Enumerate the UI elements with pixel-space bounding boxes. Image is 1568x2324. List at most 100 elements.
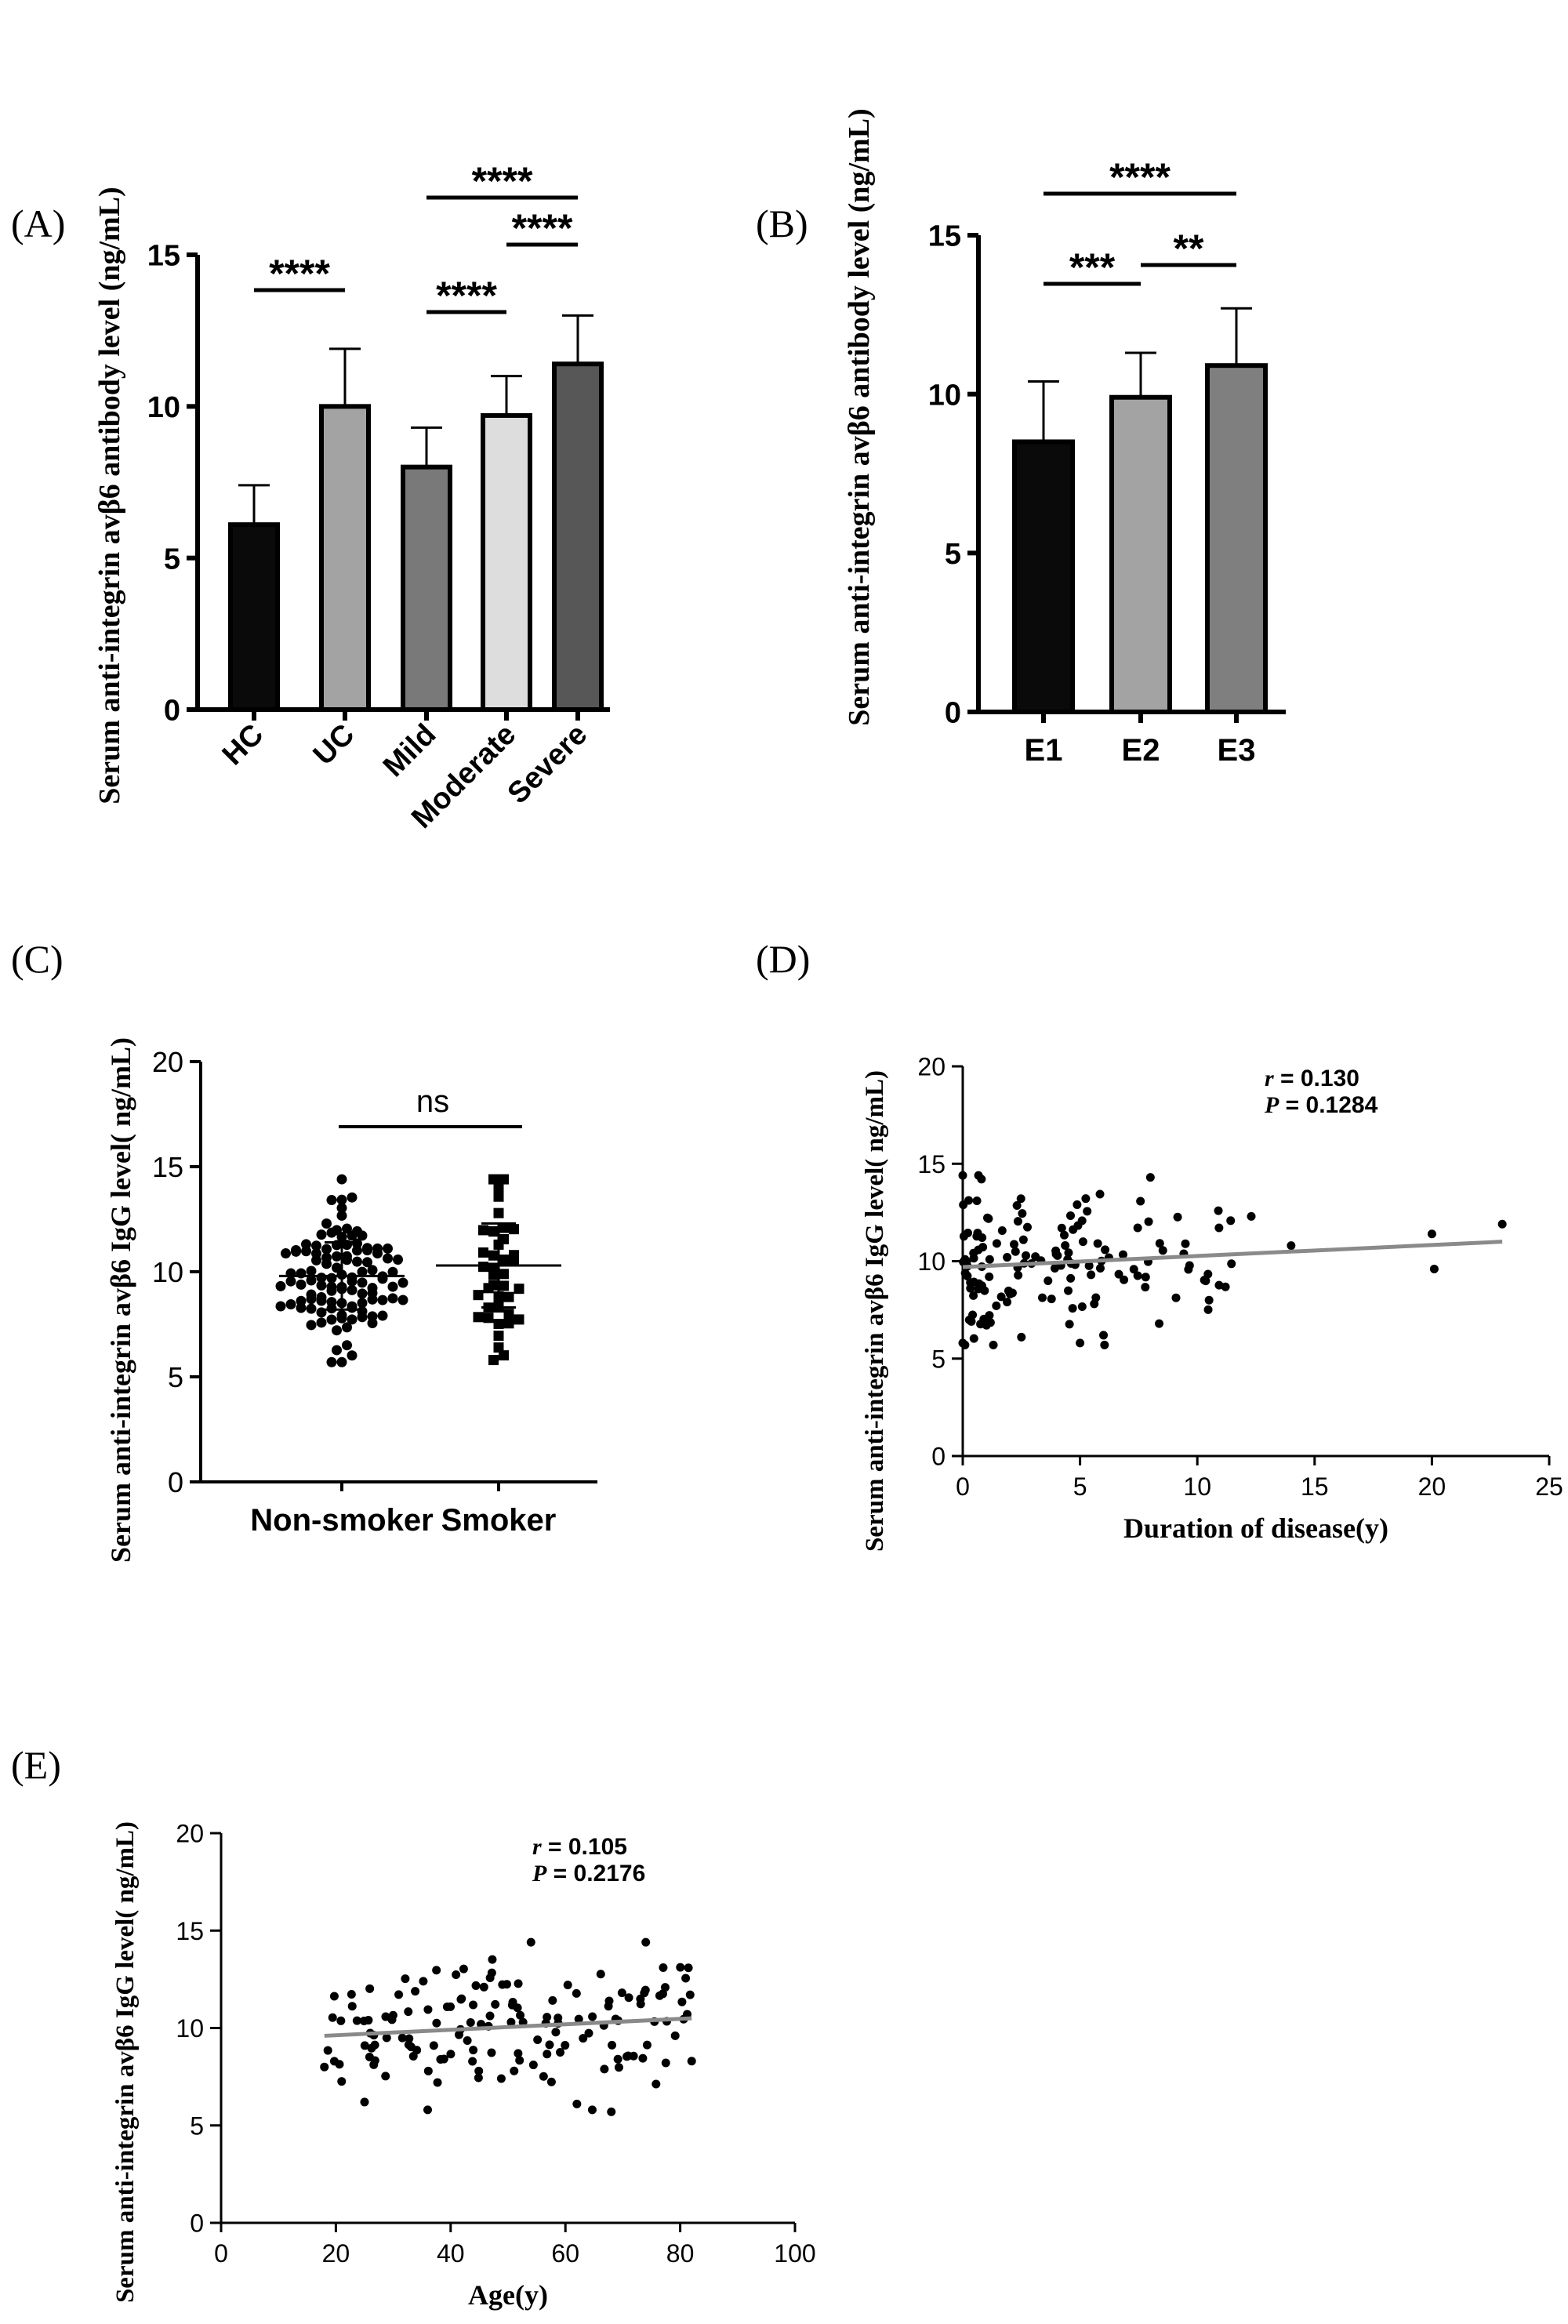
data-point [1064,1286,1073,1295]
data-point [326,1297,337,1308]
data-point [1076,1338,1085,1348]
data-point [514,2049,523,2058]
data-point [978,1319,987,1328]
data-point [357,1305,368,1316]
data-point [1155,1239,1164,1248]
data-point [1120,1275,1129,1284]
data-point [488,1226,499,1236]
data-point [423,2005,433,2014]
data-point [488,1355,499,1366]
data-point [608,2040,617,2050]
bar [1109,394,1172,714]
data-point [509,1250,519,1261]
data-point [1247,1211,1256,1221]
data-point [1077,1216,1087,1226]
data-point [1064,1248,1073,1258]
data-point [357,1277,368,1288]
data-point [1003,1298,1012,1307]
panel-label: (D) [756,937,810,981]
data-point [1226,1216,1236,1226]
y-tick-label: 5 [168,1361,183,1393]
y-tick-label: 0 [168,1466,183,1498]
y-tick-label: 20 [176,1820,204,1848]
data-point [332,1262,342,1273]
data-point [429,2041,438,2050]
data-point [997,1226,1007,1235]
y-axis-title: Serum anti-integrin avβ6 antibody level … [93,187,126,804]
data-point [533,2035,543,2045]
data-point [342,1340,352,1351]
x-tick-label: 100 [774,2239,815,2268]
data-point [411,1987,420,1996]
data-point [357,1288,368,1299]
data-point [469,2046,478,2055]
data-point [1497,1219,1507,1229]
data-point [1005,1289,1014,1298]
data-point [401,1974,410,1984]
data-point [347,1284,358,1295]
x-tick-label: E3 [1218,733,1256,768]
x-tick-label: 5 [1073,1472,1087,1501]
significance-label: **** [472,159,533,203]
data-point [561,2041,570,2050]
data-point [508,1998,517,2007]
data-point [306,1289,317,1300]
y-tick-label: 15 [917,1150,946,1178]
data-point [1078,1237,1087,1247]
x-tick-label: Mild [377,718,442,783]
data-point [499,1174,509,1185]
y-tick-label: 15 [147,240,180,273]
data-point [406,2043,416,2052]
y-tick-label: 0 [945,697,961,730]
data-point [436,2054,445,2064]
data-point [1084,1261,1094,1270]
data-point [347,1314,358,1325]
y-tick-label: 0 [164,695,180,728]
data-point [996,1292,1006,1302]
data-point [1087,1270,1096,1280]
data-point [1227,1259,1236,1269]
bar [481,412,532,713]
x-tick-label: 80 [666,2239,695,2268]
data-point [1044,1276,1053,1286]
data-point [964,1228,973,1237]
y-tick-label: 10 [917,1247,946,1276]
data-point [296,1295,307,1306]
data-point [377,1310,388,1321]
data-point [515,2056,524,2065]
data-point [336,1356,347,1367]
data-point [496,2074,506,2083]
data-point [362,1243,372,1254]
data-point [509,1224,519,1235]
data-point [966,1278,975,1287]
data-point [963,1271,972,1280]
data-point [546,2077,556,2086]
data-point [419,1977,428,1986]
data-point [360,2097,369,2107]
data-point [493,1319,504,1330]
x-tick-label: 0 [214,2239,228,2268]
data-point [514,1284,524,1295]
data-point [491,1999,500,2009]
data-point [604,1996,614,2006]
data-point [336,1194,347,1205]
data-point [638,2053,648,2063]
data-point [1095,1189,1105,1199]
data-point [321,1218,332,1229]
data-point [474,2066,484,2075]
data-point [488,1280,499,1291]
data-point [326,1356,337,1367]
data-point [446,2002,456,2011]
data-point [369,2060,379,2069]
data-point [1047,1295,1056,1304]
data-point [607,2107,616,2116]
data-point [423,2105,433,2115]
data-point [342,1223,352,1234]
data-point [636,1999,645,2009]
y-tick-label: 5 [190,2112,204,2140]
data-point [367,2043,376,2053]
data-point [493,1207,504,1218]
data-point [311,1240,321,1251]
data-point [336,1309,347,1320]
data-point [326,1195,337,1206]
